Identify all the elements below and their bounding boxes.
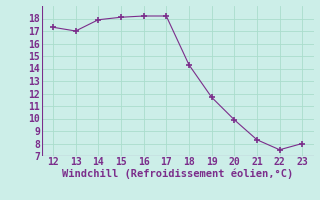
- X-axis label: Windchill (Refroidissement éolien,°C): Windchill (Refroidissement éolien,°C): [62, 169, 293, 179]
